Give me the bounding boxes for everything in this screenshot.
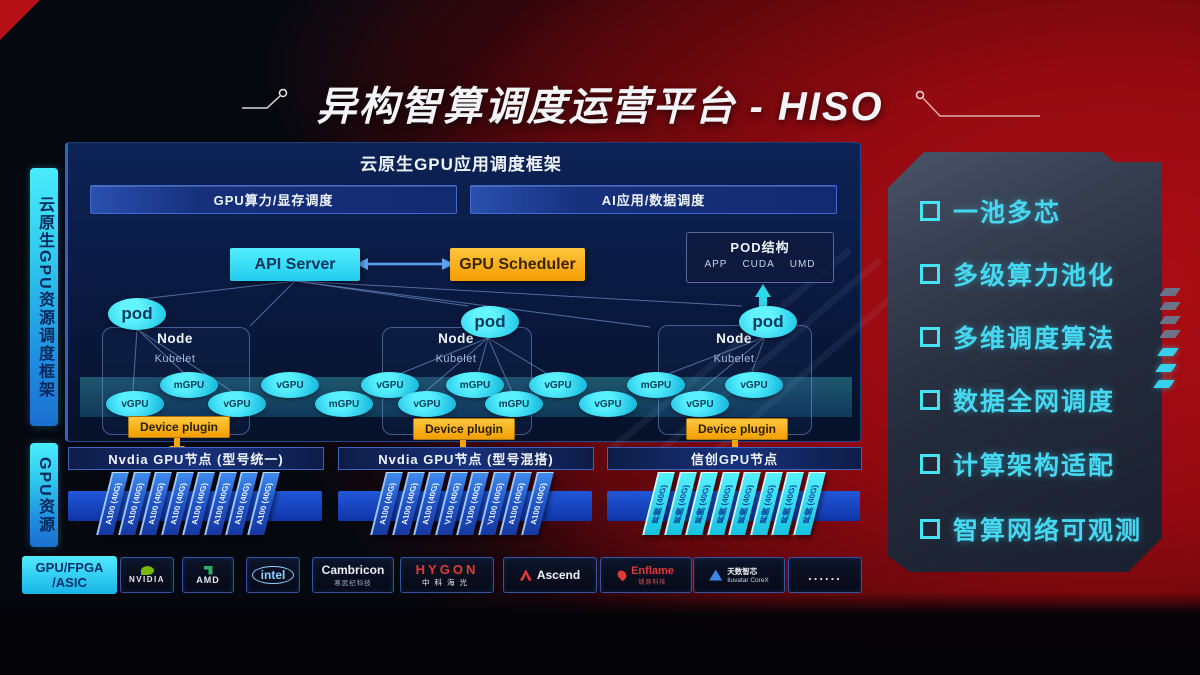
square-bullet-icon: [920, 454, 940, 474]
sidebar-framework-bar: 云原生GPU资源调度框架: [30, 168, 58, 426]
slash-decor-icon: [1159, 330, 1181, 338]
page-title: 异构智算调度运营平台 - HISO: [316, 85, 884, 129]
intel-logo: intel: [251, 566, 295, 584]
square-bullet-icon: [920, 519, 940, 539]
vendor-hygon: HYGON 中科海光: [400, 557, 494, 593]
square-bullet-icon: [920, 327, 940, 347]
node-1-kubelet: Kubelet: [154, 353, 196, 365]
ai-data-scheduling-bar: AI应用/数据调度: [470, 185, 837, 214]
framework-title: 云原生GPU应用调度框架: [360, 155, 562, 174]
pod-ellipse-2: pod: [461, 306, 519, 338]
square-bullet-icon: [920, 201, 940, 221]
vendor-enflame: Enflame 燧原科技: [600, 557, 692, 593]
hardware-line2: /ASIC: [52, 575, 87, 590]
vendor-amd: AMD: [182, 557, 234, 593]
node-1-label: Node: [157, 331, 193, 346]
gpu-ellipse: mGPU: [315, 391, 373, 417]
gpu-ellipse: vGPU: [529, 372, 587, 398]
feature-item: 多级算力池化: [920, 261, 1115, 290]
sidebar-gpu-resource-label: GPU资源: [36, 456, 53, 534]
vendor-iluvatar: 天数智芯 Iluvatar CoreX: [693, 557, 785, 593]
pod-structure-item-app: APP: [704, 259, 728, 270]
gpu-ellipse: vGPU: [671, 391, 729, 417]
iluvatar-logo-icon: [709, 569, 723, 581]
square-bullet-icon: [920, 264, 940, 284]
corner-accent: [0, 0, 40, 40]
slash-decor-icon: [1159, 302, 1181, 310]
nvidia-logo-icon: [140, 566, 154, 575]
slash-decor-icon: [1159, 316, 1181, 324]
feature-panel: [888, 152, 1162, 572]
square-bullet-icon: [920, 390, 940, 410]
device-plugin-1: Device plugin: [128, 416, 230, 438]
gpu-row-3-header: 信创GPU节点: [607, 447, 862, 470]
node-3-kubelet: Kubelet: [713, 353, 755, 365]
pod-structure-box: POD结构 APP CUDA UMD: [686, 232, 834, 283]
amd-logo-icon: [203, 565, 213, 575]
pod-structure-title: POD结构: [730, 240, 790, 255]
node-2-kubelet: Kubelet: [435, 353, 477, 365]
slash-decor-icon: [1157, 348, 1179, 356]
slash-decor-icon: [1153, 380, 1175, 388]
gpu-ellipse: mGPU: [160, 372, 218, 398]
feature-item: 一池多芯: [920, 198, 1061, 227]
feature-item: 多维调度算法: [920, 324, 1115, 353]
vendor-intel: intel: [246, 557, 300, 593]
gpu-ellipse: mGPU: [627, 372, 685, 398]
gpu-row-1-header: Nvdia GPU节点 (型号统一): [68, 447, 324, 470]
device-plugin-3: Device plugin: [686, 418, 788, 440]
vendor-cambricon: Cambricon 寒武纪科技: [312, 557, 394, 593]
slash-decor-icon: [1159, 288, 1181, 296]
hardware-type-box: GPU/FPGA /ASIC: [22, 556, 117, 594]
pod-ellipse-3: pod: [739, 306, 797, 338]
enflame-logo-icon: [615, 568, 629, 582]
vendor-more: ......: [788, 557, 862, 593]
pod-ellipse-1: pod: [108, 298, 166, 330]
sidebar-framework-label: 云原生GPU资源调度框架: [36, 195, 53, 399]
gpu-ellipse: vGPU: [398, 391, 456, 417]
pod-structure-item-cuda: CUDA: [742, 259, 775, 270]
vendor-ascend: Ascend: [503, 557, 597, 593]
gpu-ellipse: vGPU: [579, 391, 637, 417]
gpu-scheduler-box: GPU Scheduler: [450, 248, 585, 281]
vendor-nvidia: NVIDIA: [120, 557, 174, 593]
device-plugin-2: Device plugin: [413, 418, 515, 440]
hardware-line1: GPU/FPGA: [35, 560, 104, 575]
feature-item: 数据全网调度: [920, 387, 1115, 416]
gpu-ellipse: vGPU: [261, 372, 319, 398]
gpu-ellipse: vGPU: [106, 391, 164, 417]
gpu-row-2-header: Nvdia GPU节点 (型号混搭): [338, 447, 594, 470]
gpu-ellipse: vGPU: [208, 391, 266, 417]
feature-item: 计算架构适配: [920, 451, 1115, 480]
pod-structure-item-umd: UMD: [789, 259, 816, 270]
ascend-logo-icon: [519, 569, 532, 581]
gpu-ellipse: vGPU: [725, 372, 783, 398]
slash-decor-icon: [1155, 364, 1177, 372]
compute-mem-scheduling-bar: GPU算力/显存调度: [90, 185, 457, 214]
sidebar-gpu-resource-bar: GPU资源: [30, 443, 58, 547]
feature-item: 智算网络可观测: [920, 516, 1142, 545]
gpu-ellipse: mGPU: [485, 391, 543, 417]
api-server-box: API Server: [230, 248, 360, 281]
